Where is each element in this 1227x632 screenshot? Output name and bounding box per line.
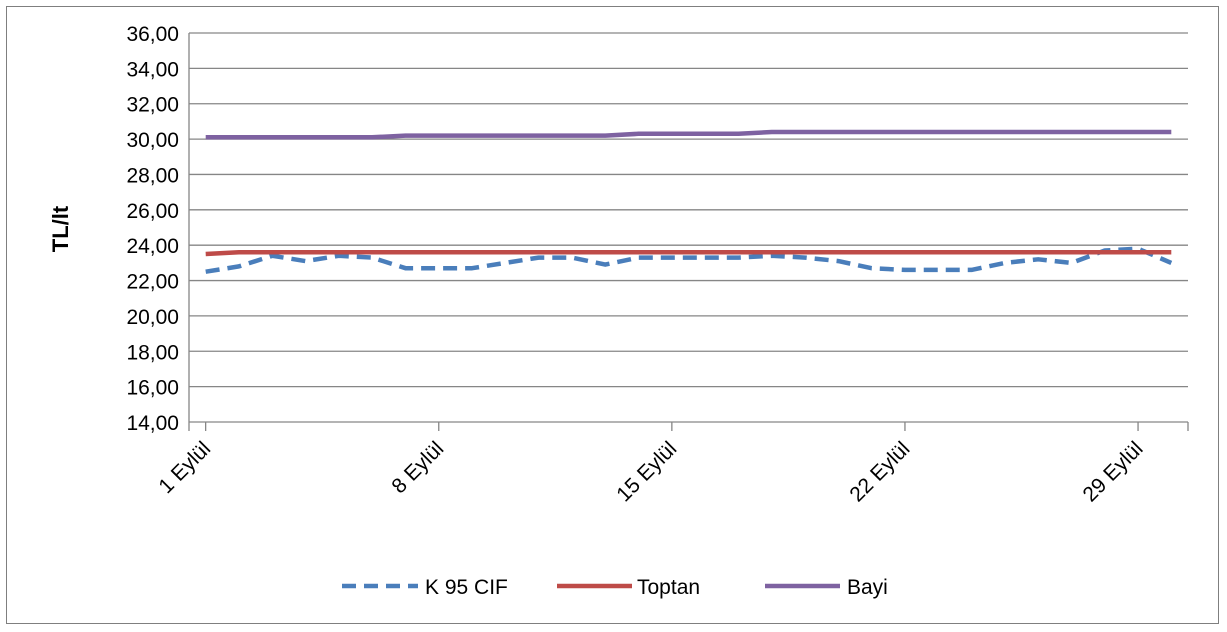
y-tick-label: 26,00 (126, 200, 179, 223)
series-line-toptan (205, 250, 1172, 257)
x-tick-label: 22 Eylül (845, 437, 914, 506)
y-tick-label: 24,00 (126, 235, 179, 258)
gridlines (189, 32, 1188, 388)
series-line-bayi (205, 129, 1172, 140)
series-line-k-95-cif (205, 246, 1173, 274)
chart-frame (6, 6, 1219, 624)
y-tick-label: 28,00 (126, 164, 179, 187)
y-tick-label: 36,00 (126, 23, 179, 46)
y-tick-label: 32,00 (126, 94, 179, 117)
y-tick-label: 34,00 (126, 58, 179, 81)
y-tick-label: 20,00 (126, 306, 179, 329)
x-tick-label: 8 Eylül (387, 437, 448, 498)
y-tick-label: 22,00 (126, 271, 179, 294)
legend-label: K 95 CIF (425, 576, 508, 599)
legend-label: Toptan (637, 576, 700, 599)
x-tick-label: 15 Eylül (612, 437, 681, 506)
legend: K 95 CIF Toptan Bayi (342, 576, 888, 599)
y-tick-label: 14,00 (126, 412, 179, 435)
y-tick-label: 30,00 (126, 129, 179, 152)
series-lines (205, 129, 1173, 274)
x-tick-label: 1 Eylül (154, 437, 215, 498)
y-tick-label: 16,00 (126, 377, 179, 400)
y-tick-label: 18,00 (126, 341, 179, 364)
axes (188, 33, 1189, 431)
y-axis-label: TL/lt (48, 205, 73, 252)
x-tick-label: 29 Eylül (1078, 437, 1147, 506)
legend-label: Bayi (847, 576, 888, 599)
